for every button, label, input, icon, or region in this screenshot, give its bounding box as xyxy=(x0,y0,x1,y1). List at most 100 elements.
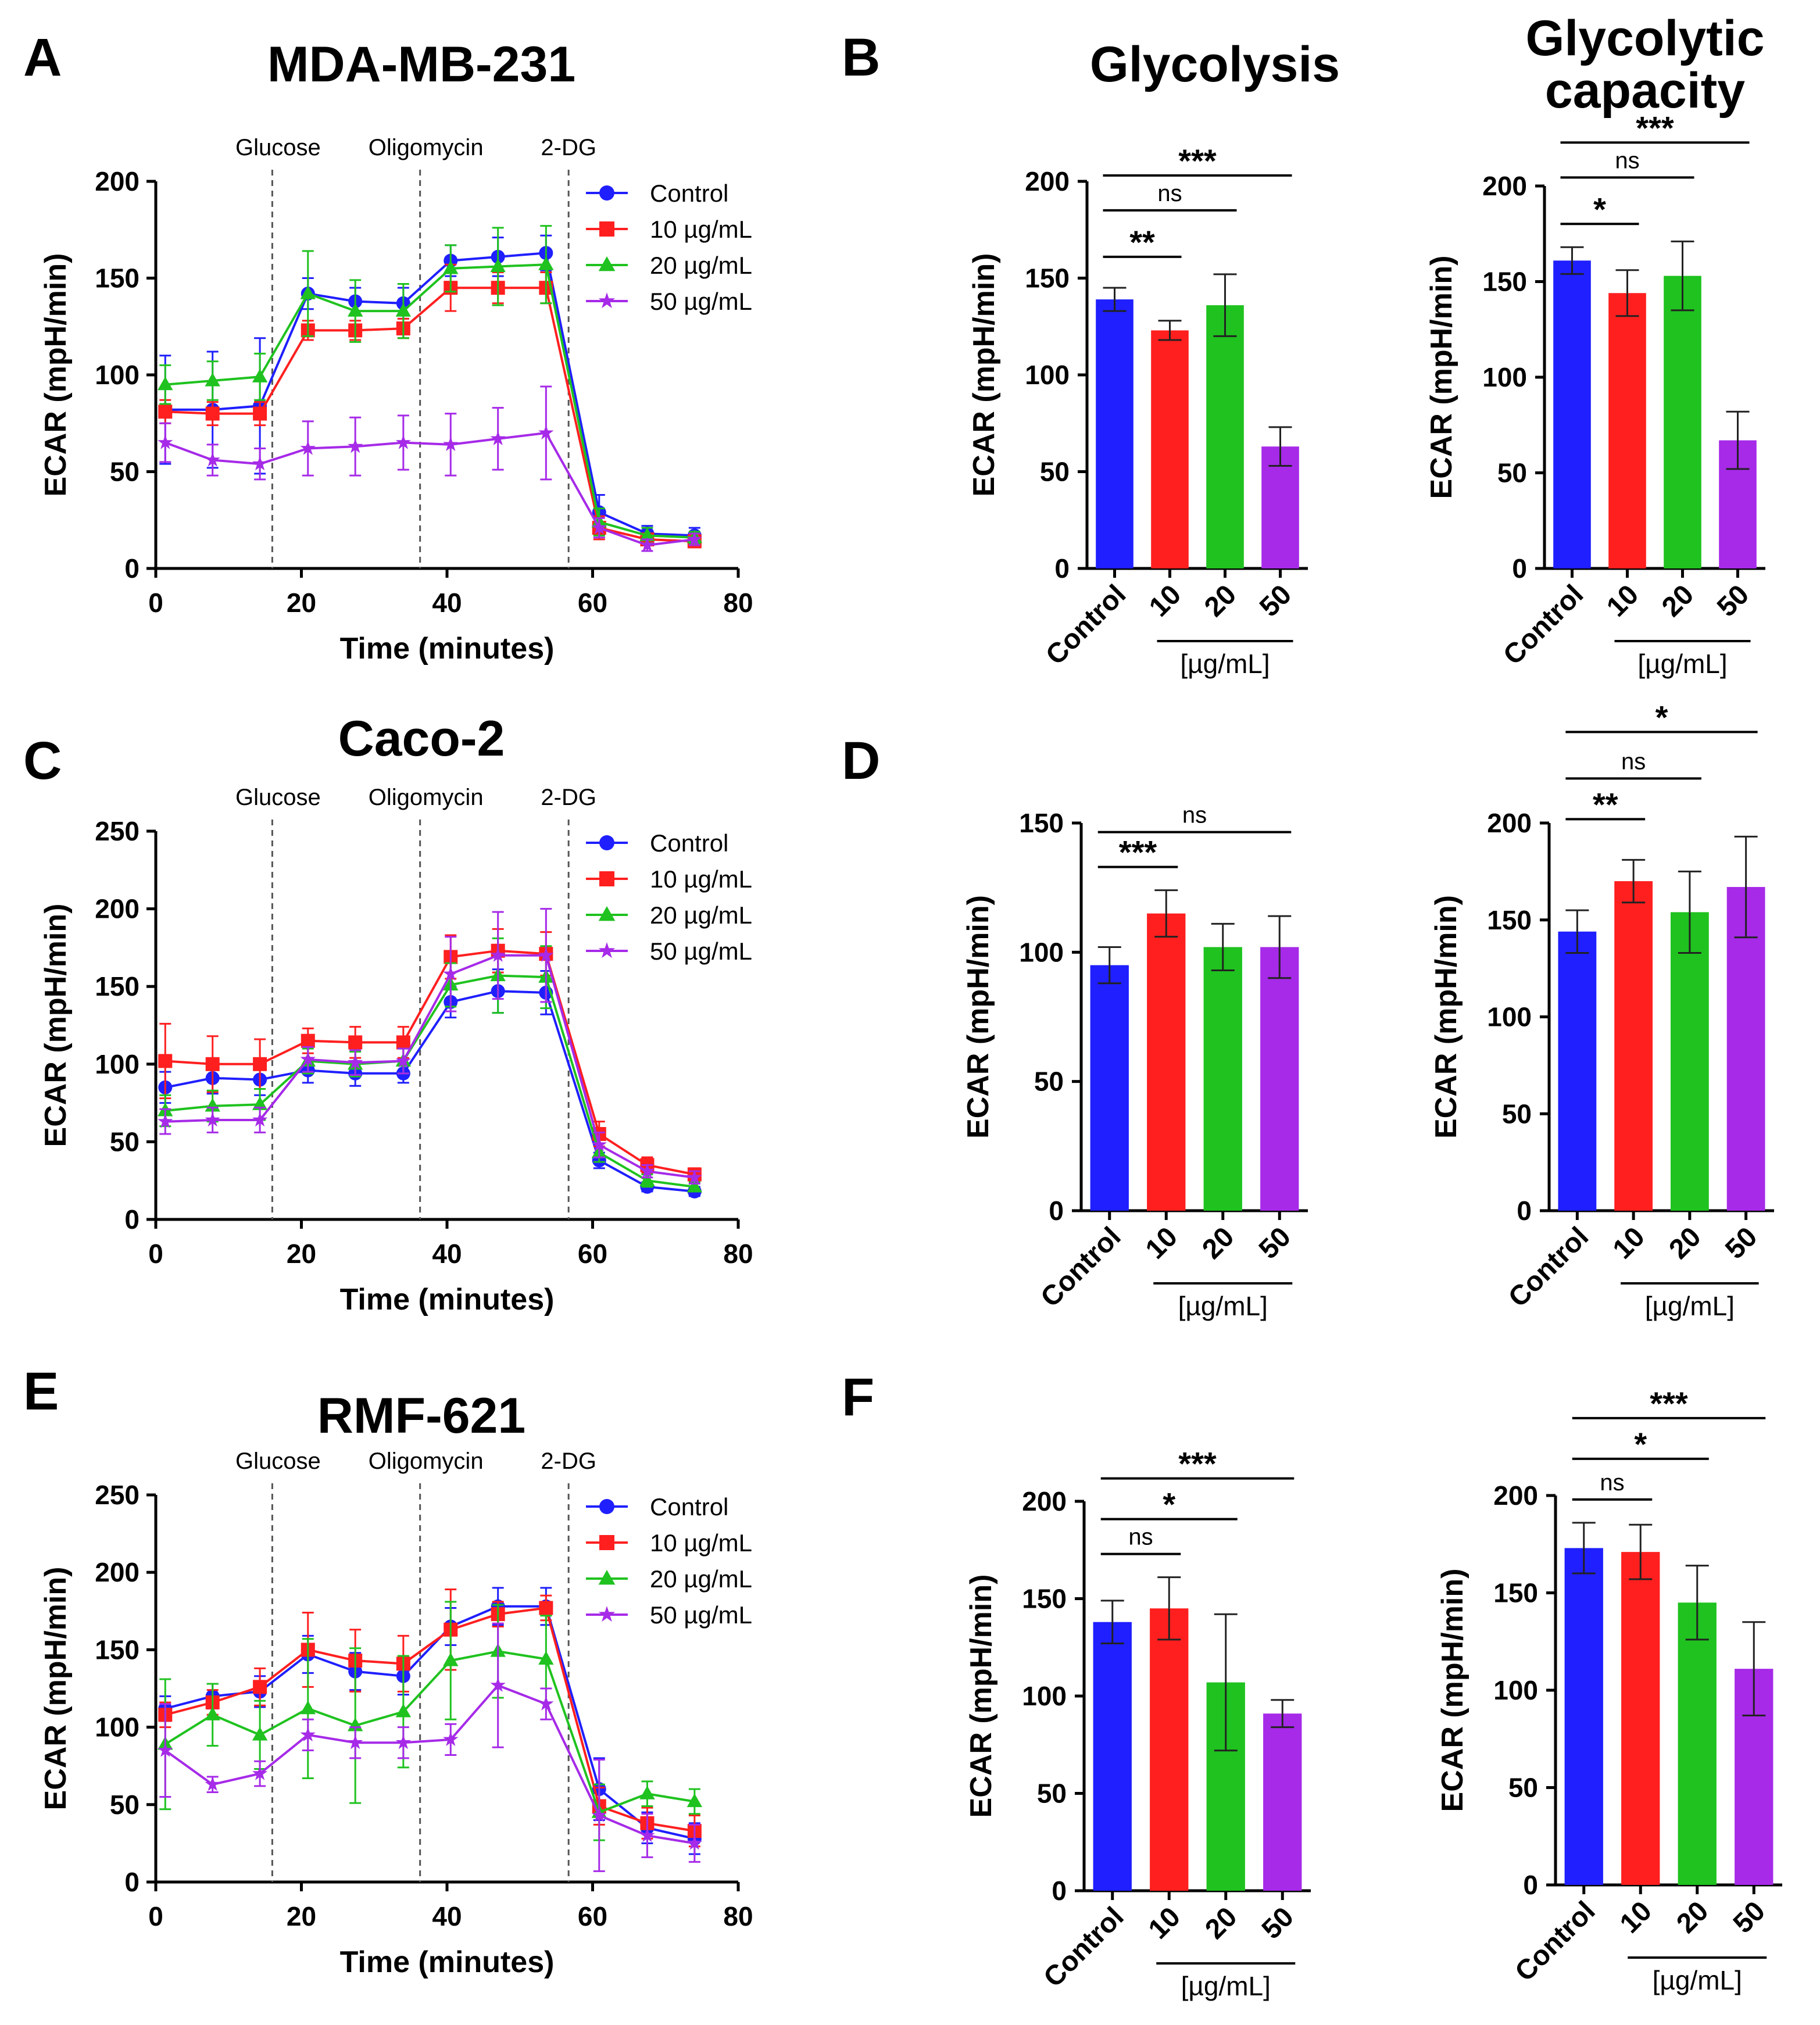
injection-label: 2-DG xyxy=(541,785,596,810)
data-point xyxy=(253,1680,267,1694)
y-tick-label: 0 xyxy=(1512,553,1527,584)
data-point xyxy=(300,285,316,299)
x-tick-label: 20 xyxy=(287,1901,316,1931)
title-line: capacity xyxy=(1545,63,1745,119)
injection-label: Oligomycin xyxy=(369,1448,484,1474)
y-tick-label: 100 xyxy=(1487,1002,1532,1032)
series-2 xyxy=(158,225,703,545)
data-point xyxy=(205,1112,220,1127)
series-3 xyxy=(158,385,702,552)
data-point xyxy=(301,1033,315,1048)
legend-marker xyxy=(598,942,616,958)
y-tick-label: 0 xyxy=(124,553,140,584)
bar-Control xyxy=(1558,931,1597,1211)
x-axis-label: Time (minutes) xyxy=(340,1945,555,1979)
data-point xyxy=(686,1179,703,1193)
x-tick-label: 20 xyxy=(1199,579,1242,622)
x-tick-label: Control xyxy=(1503,1221,1594,1313)
legend-marker xyxy=(598,906,616,921)
series-line xyxy=(165,1607,695,1833)
data-point xyxy=(490,1677,506,1692)
injection-label: 2-DG xyxy=(541,135,596,160)
data-point xyxy=(158,376,173,391)
bar-10 xyxy=(1147,913,1186,1211)
y-tick-label: 200 xyxy=(95,894,140,924)
chart-title: RMF-621 xyxy=(317,1388,525,1444)
data-point xyxy=(158,1742,173,1757)
title-line: Glycolytic xyxy=(1525,10,1764,66)
data-point xyxy=(158,405,173,419)
series-line xyxy=(165,1650,695,1814)
series-3 xyxy=(158,1622,702,1872)
x-tick-label: 40 xyxy=(432,1239,462,1269)
bar-50 xyxy=(1260,947,1299,1211)
x-tick-label: 40 xyxy=(432,1901,462,1931)
data-point xyxy=(158,1113,173,1128)
data-point xyxy=(252,1727,268,1741)
series-1 xyxy=(158,1588,702,1848)
data-point xyxy=(490,258,506,273)
legend-label: 50 µg/mL xyxy=(650,1601,752,1629)
y-tick-label: 0 xyxy=(1049,1196,1064,1226)
x-tick-label: Control xyxy=(1035,1221,1127,1313)
data-point xyxy=(395,434,411,449)
x-tick-label: 50 xyxy=(1711,579,1755,622)
series-line xyxy=(165,1684,695,1845)
dose-unit-label: [µg/mL] xyxy=(1637,649,1727,679)
data-point xyxy=(443,437,459,451)
data-point xyxy=(686,1169,702,1184)
injection-label: Oligomycin xyxy=(369,785,484,810)
legend-marker xyxy=(598,1606,616,1622)
data-point xyxy=(205,1776,220,1791)
x-axis-label: Time (minutes) xyxy=(340,632,555,666)
panel-letter: B xyxy=(842,28,880,87)
chart-F2: 0 50 100 150 200 ECAR (mpH/min) Control 10 20 50 [… xyxy=(1436,1385,1782,1995)
y-tick-label: 0 xyxy=(124,1867,140,1897)
data-point xyxy=(205,1706,220,1720)
data-point xyxy=(538,1695,554,1711)
chart-title: Glycolysis xyxy=(1090,37,1340,92)
data-point xyxy=(205,373,220,387)
y-tick-label: 250 xyxy=(95,816,140,846)
data-point xyxy=(639,537,655,552)
x-axis-label: Time (minutes) xyxy=(340,1283,555,1316)
significance-label: ** xyxy=(1593,786,1618,822)
y-axis-label: ECAR (mpH/min) xyxy=(39,253,73,497)
data-point xyxy=(205,406,220,421)
data-point xyxy=(158,1054,173,1068)
bar-10 xyxy=(1608,293,1646,568)
y-tick-label: 150 xyxy=(95,1634,140,1665)
data-point xyxy=(300,1700,316,1715)
bar-10 xyxy=(1151,330,1189,568)
chart-F1: F 0 50 100 150 200 ECAR (mpH/min) Control 10 20 50… xyxy=(842,1368,1311,2001)
bar-Control xyxy=(1553,260,1591,568)
data-point xyxy=(443,1731,459,1747)
y-tick-label: 100 xyxy=(1482,362,1527,392)
x-tick-label: 60 xyxy=(578,588,607,618)
x-tick-label: 10 xyxy=(1143,579,1187,622)
legend-marker xyxy=(598,256,616,271)
legend-label: 20 µg/mL xyxy=(650,252,752,279)
x-tick-label: Control xyxy=(1040,579,1132,671)
significance-label: * xyxy=(1163,1486,1175,1523)
data-point xyxy=(252,1112,268,1127)
y-axis-label: ECAR (mpH/min) xyxy=(964,1575,998,1818)
chart-D1: D 0 50 100 150 ECAR (mpH/min) Control 10 20 50 [µg… xyxy=(842,731,1308,1321)
data-point xyxy=(348,1035,363,1050)
dose-unit-label: [µg/mL] xyxy=(1178,1291,1268,1321)
y-tick-label: 50 xyxy=(1034,1067,1064,1097)
significance-label: ns xyxy=(1615,148,1639,173)
bar-20 xyxy=(1670,912,1709,1211)
x-tick-label: 20 xyxy=(287,1239,316,1269)
data-point xyxy=(395,1704,412,1718)
data-point xyxy=(348,1054,363,1069)
data-point xyxy=(490,947,506,962)
legend-marker xyxy=(599,221,614,237)
legend-label: 20 µg/mL xyxy=(650,901,752,929)
y-tick-label: 150 xyxy=(1022,1584,1067,1614)
y-axis-label: ECAR (mpH/min) xyxy=(1436,1569,1469,1812)
y-tick-label: 50 xyxy=(1508,1773,1538,1803)
y-tick-label: 100 xyxy=(95,1712,140,1743)
data-point xyxy=(252,456,268,471)
y-tick-label: 0 xyxy=(1517,1196,1532,1226)
